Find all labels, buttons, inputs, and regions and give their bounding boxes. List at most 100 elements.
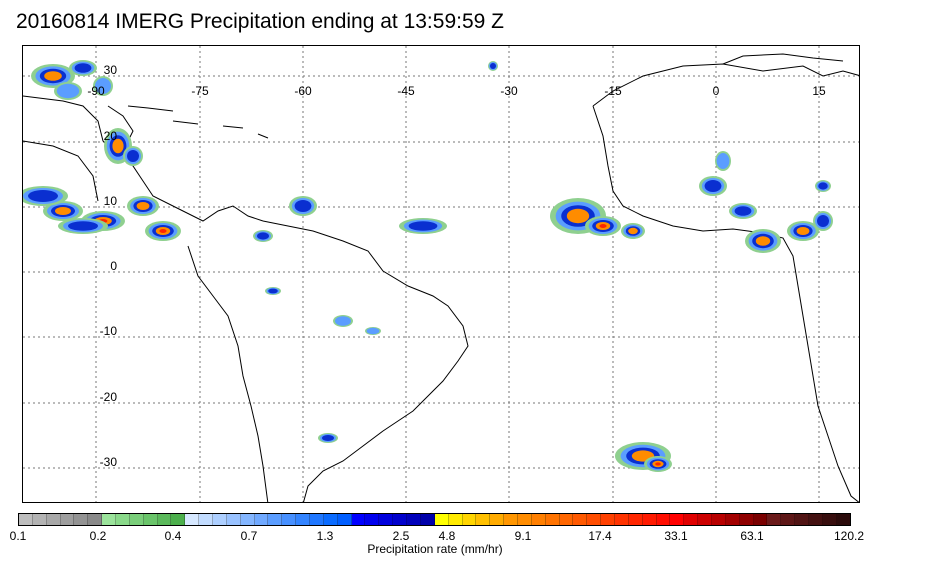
colorbar-swatch bbox=[656, 514, 671, 525]
colorbar-swatch bbox=[393, 514, 408, 525]
precipitation-cell bbox=[734, 206, 752, 216]
colorbar-swatch bbox=[504, 514, 518, 525]
colorbar-swatch bbox=[379, 514, 394, 525]
precipitation-cell bbox=[755, 236, 771, 246]
colorbar-swatch bbox=[684, 514, 699, 525]
longitude-label: -75 bbox=[191, 84, 209, 98]
precipitation-cell bbox=[44, 71, 62, 81]
colorbar-swatch bbox=[116, 514, 130, 525]
longitude-label: -45 bbox=[397, 84, 415, 98]
colorbar-swatch bbox=[808, 514, 823, 525]
colorbar-swatch bbox=[753, 514, 768, 525]
colorbar-swatch bbox=[476, 514, 491, 525]
precipitation-cell bbox=[655, 462, 661, 466]
colorbar-swatch bbox=[670, 514, 685, 525]
colorbar-tick-label: 17.4 bbox=[588, 529, 612, 543]
colorbar-swatch bbox=[698, 514, 712, 525]
precipitation-cell bbox=[566, 208, 590, 224]
latitude-label: -30 bbox=[100, 455, 118, 469]
colorbar bbox=[18, 513, 851, 526]
precipitation-cell bbox=[599, 224, 607, 228]
precipitation-cell bbox=[335, 316, 351, 326]
gulf-coast bbox=[23, 140, 99, 202]
colorbar-swatch bbox=[545, 514, 560, 525]
colorbar-swatch bbox=[254, 514, 269, 525]
precipitation-cell bbox=[127, 150, 139, 162]
precipitation-cell bbox=[112, 138, 124, 154]
colorbar-swatch bbox=[614, 514, 629, 525]
colorbar-swatch bbox=[143, 514, 158, 525]
longitude-label: -60 bbox=[294, 84, 312, 98]
precipitation-cell bbox=[796, 227, 810, 235]
colorbar-label: Precipitation rate (mm/hr) bbox=[367, 542, 503, 556]
colorbar-swatch bbox=[601, 514, 615, 525]
colorbar-tick-label: 9.1 bbox=[514, 529, 532, 543]
precipitation-cell bbox=[490, 63, 496, 69]
precipitation-cell bbox=[817, 215, 829, 227]
colorbar-swatch bbox=[822, 514, 837, 525]
colorbar-swatch bbox=[365, 514, 380, 525]
map-canvas: -90 -75 -60 -45 -30 -15 0 15 30 20 10 0 -10 -20 -30 bbox=[23, 46, 859, 502]
precipitation-cell bbox=[136, 202, 150, 210]
south-america-west-coast bbox=[187, 245, 269, 502]
colorbar-tick-label: 1.3 bbox=[316, 529, 334, 543]
colorbar-swatch bbox=[171, 514, 186, 525]
colorbar-swatch bbox=[448, 514, 463, 525]
colorbar-swatch bbox=[268, 514, 283, 525]
colorbar-swatch bbox=[185, 514, 200, 525]
south-america-coast bbox=[262, 220, 469, 502]
latitude-label: 0 bbox=[110, 259, 117, 273]
colorbar-swatch bbox=[407, 514, 421, 525]
caribbean-islands bbox=[127, 105, 269, 139]
colorbar-swatch bbox=[323, 514, 338, 525]
colorbar-swatch bbox=[462, 514, 477, 525]
colorbar-swatch bbox=[310, 514, 324, 525]
colorbar-tick-label: 0.4 bbox=[164, 529, 182, 543]
colorbar-swatch bbox=[240, 514, 255, 525]
colorbar-swatch bbox=[767, 514, 782, 525]
precipitation-cell bbox=[257, 232, 269, 240]
colorbar-swatch bbox=[420, 514, 435, 525]
colorbar-swatch bbox=[517, 514, 532, 525]
longitude-label: 15 bbox=[812, 84, 826, 98]
precipitation-cell bbox=[322, 435, 334, 441]
colorbar-tick-label: 0.1 bbox=[9, 529, 27, 543]
colorbar-swatch bbox=[434, 514, 449, 525]
colorbar-swatch bbox=[739, 514, 754, 525]
colorbar-tick-label: 2.5 bbox=[392, 529, 410, 543]
latitude-label: -20 bbox=[100, 390, 118, 404]
longitude-label: 0 bbox=[713, 84, 720, 98]
colorbar-swatch bbox=[60, 514, 75, 525]
colorbar-swatch bbox=[129, 514, 144, 525]
colorbar-tick-label: 0.2 bbox=[89, 529, 107, 543]
longitude-label: -15 bbox=[604, 84, 622, 98]
precipitation-cell bbox=[28, 190, 58, 202]
colorbar-swatch bbox=[74, 514, 89, 525]
colorbar-swatch bbox=[102, 514, 117, 525]
north-america-coast bbox=[23, 95, 264, 222]
colorbar-swatch bbox=[711, 514, 726, 525]
colorbar-swatch bbox=[642, 514, 657, 525]
mediterranean-coast bbox=[722, 53, 844, 65]
graticule bbox=[23, 46, 859, 502]
colorbar-swatch bbox=[587, 514, 602, 525]
africa-west-coast bbox=[592, 105, 859, 502]
precipitation-cell bbox=[628, 227, 638, 235]
precipitation-field bbox=[23, 60, 833, 472]
colorbar-swatch bbox=[559, 514, 574, 525]
colorbar-swatch bbox=[213, 514, 227, 525]
precipitation-cell bbox=[818, 182, 828, 190]
longitude-label: -90 bbox=[87, 84, 105, 98]
colorbar-swatch bbox=[226, 514, 241, 525]
precipitation-cell bbox=[268, 288, 278, 294]
colorbar-swatch bbox=[781, 514, 796, 525]
florida-coast bbox=[107, 105, 134, 142]
colorbar-swatch bbox=[19, 514, 33, 525]
precipitation-cell bbox=[68, 221, 98, 231]
precipitation-cell bbox=[74, 63, 92, 73]
precipitation-cell bbox=[408, 221, 438, 231]
precipitation-cell bbox=[95, 78, 111, 94]
precipitation-cell bbox=[294, 200, 312, 212]
colorbar-swatch bbox=[573, 514, 588, 525]
colorbar-swatch bbox=[725, 514, 740, 525]
